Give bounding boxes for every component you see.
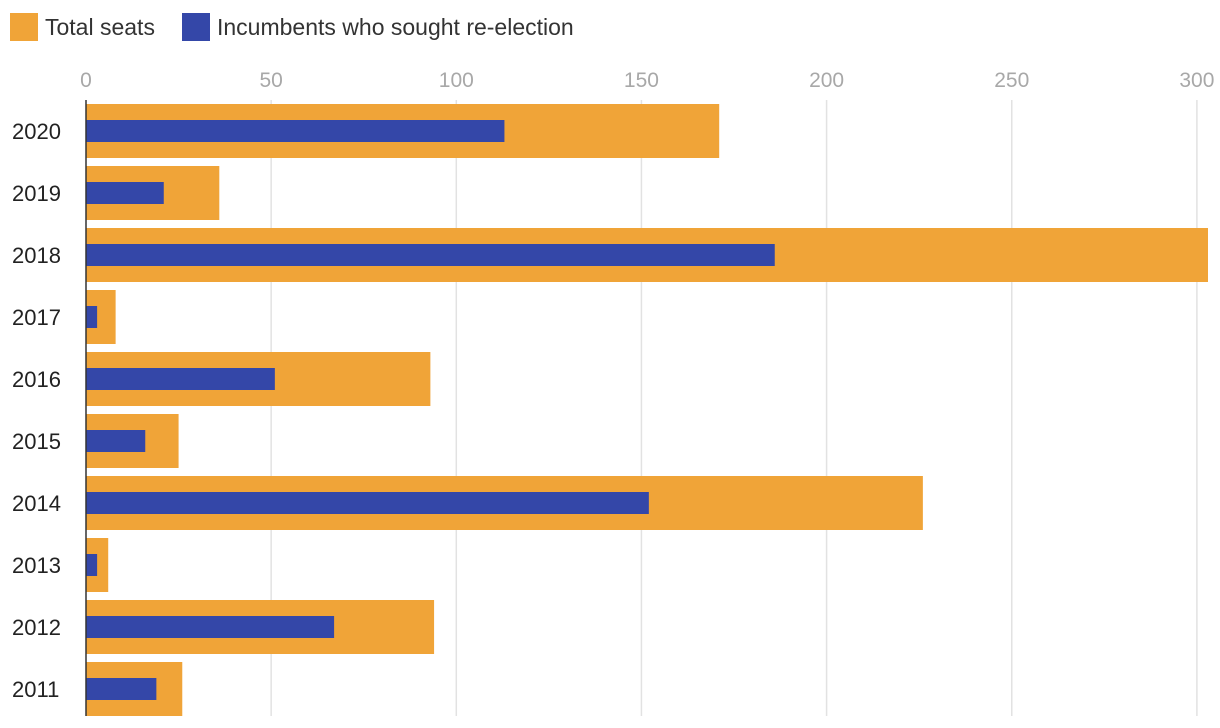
x-tick-label: 200 <box>809 69 844 92</box>
bars <box>86 104 1208 716</box>
bar-incumbents-2015 <box>86 430 146 452</box>
category-label: 2012 <box>12 615 61 640</box>
chart-legend: Total seats Incumbents who sought re-ele… <box>10 13 574 41</box>
bar-incumbents-2018 <box>86 244 775 266</box>
bar-incumbents-2019 <box>86 182 164 204</box>
legend-label-incumbents: Incumbents who sought re-election <box>217 14 574 40</box>
x-tick-label: 300 <box>1179 69 1214 92</box>
category-label: 2011 <box>12 677 59 702</box>
x-tick-label: 0 <box>80 69 92 92</box>
bar-incumbents-2017 <box>86 306 98 328</box>
legend-item-incumbents: Incumbents who sought re-election <box>182 13 574 41</box>
bar-incumbents-2012 <box>86 616 335 638</box>
category-label: 2013 <box>12 553 61 578</box>
category-label: 2020 <box>12 119 61 144</box>
bar-incumbents-2020 <box>86 120 505 142</box>
category-label: 2019 <box>12 181 61 206</box>
category-label: 2017 <box>12 305 61 330</box>
x-tick-label: 150 <box>624 69 659 92</box>
category-label: 2014 <box>12 491 61 516</box>
legend-label-total-seats: Total seats <box>45 14 155 40</box>
x-tick-label: 100 <box>439 69 474 92</box>
x-tick-label: 50 <box>259 69 282 92</box>
bar-incumbents-2013 <box>86 554 98 576</box>
x-axis-tick-labels: 0 50 100 150 200 250 300 <box>80 69 1214 92</box>
bar-incumbents-2016 <box>86 368 275 390</box>
y-axis-category-labels: 2020 2019 2018 2017 2016 2015 2014 2013 2012 2011 <box>12 119 61 702</box>
legend-item-total-seats: Total seats <box>10 13 155 41</box>
category-label: 2015 <box>12 429 61 454</box>
x-tick-label: 250 <box>994 69 1029 92</box>
category-label: 2016 <box>12 367 61 392</box>
category-label: 2018 <box>12 243 61 268</box>
legend-swatch-total-seats <box>10 13 38 41</box>
bar-incumbents-2011 <box>86 678 157 700</box>
bar-incumbents-2014 <box>86 492 649 514</box>
legend-swatch-incumbents <box>182 13 210 41</box>
